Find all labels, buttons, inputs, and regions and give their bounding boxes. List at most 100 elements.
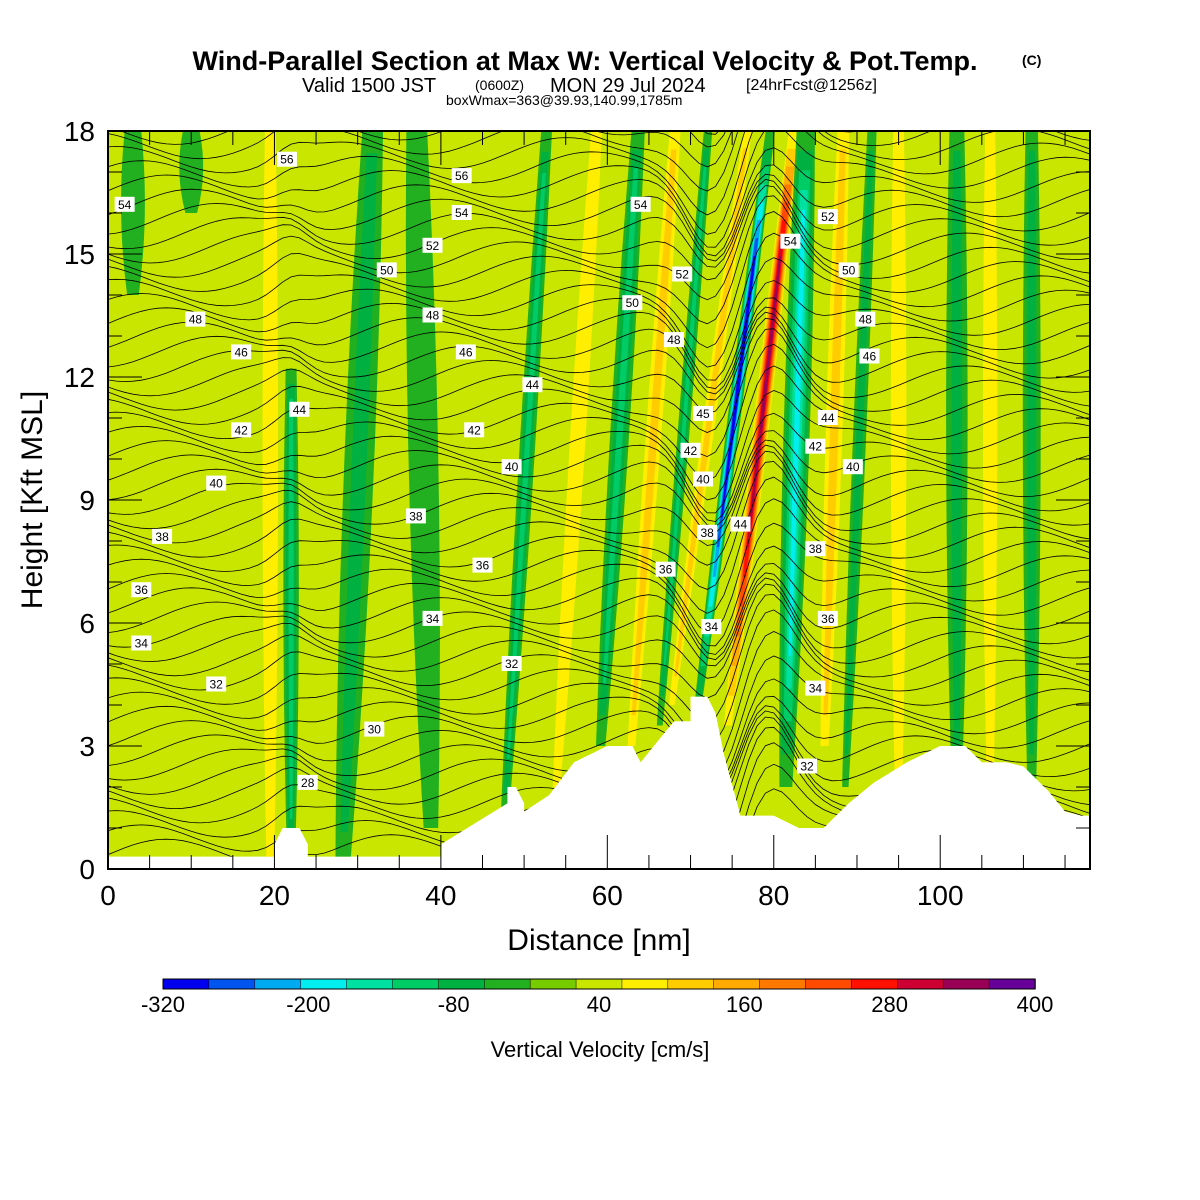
contour-label: 36 (472, 557, 493, 573)
contour-label: 48 (855, 311, 876, 327)
theta-contour (108, 185, 1090, 301)
theta-contour (108, 444, 1090, 546)
plot-area: 56 56 54 54 54 54 52 52 52 50 50 50 48 48 48 48 46 46 46 44… (108, 131, 1090, 869)
contour-label: 50 (622, 295, 643, 311)
colorbar-swatch (529, 978, 577, 990)
contour-label: 38 (805, 541, 826, 557)
x-axis-label: Distance [nm] (507, 924, 690, 957)
contour-label-text: 34 (705, 620, 719, 634)
w-level-patch (1027, 150, 1037, 755)
contour-label-text: 44 (734, 518, 748, 532)
theta-contour (108, 131, 1090, 235)
contour-label: 40 (693, 471, 714, 487)
colorbar-swatch (759, 978, 807, 990)
contour-label-text: 54 (455, 206, 469, 220)
contour-label-text: 42 (467, 423, 481, 437)
chart-title-group: Wind-Parallel Section at Max W: Vertical… (193, 46, 1042, 76)
contour-label: 45 (693, 405, 714, 421)
theta-contour (108, 609, 1090, 747)
theta-contour (108, 365, 1090, 501)
contour-label: 54 (114, 196, 135, 212)
contour-label-text: 42 (684, 444, 698, 458)
theta-contour (108, 131, 1090, 216)
contour-label: 46 (455, 344, 476, 360)
contour-label: 32 (501, 656, 522, 671)
contour-label: 54 (451, 205, 472, 220)
w-level-patch (890, 131, 907, 787)
theta-contour (108, 577, 1090, 679)
contour-label: 44 (730, 516, 751, 532)
contour-label: 34 (805, 680, 826, 696)
contour-label-text: 36 (821, 612, 835, 626)
colorbar-swatch (162, 978, 210, 990)
contour-label: 48 (422, 307, 443, 323)
contour-label: 44 (289, 401, 310, 417)
theta-contour (108, 450, 1090, 566)
chart-title: Wind-Parallel Section at Max W: Vertical… (193, 46, 978, 76)
x-tick-label: 60 (592, 880, 623, 911)
x-tick-label: 20 (259, 880, 290, 911)
contour-label-text: 46 (863, 350, 877, 364)
contour-label-text: 36 (135, 583, 149, 597)
colorbar-tick-label: 160 (726, 992, 763, 1017)
contour-label: 44 (522, 377, 543, 393)
contour-labels: 56 56 54 54 54 54 52 52 52 50 50 50 48 48 48 48 46 46 46 44… (114, 151, 880, 790)
w-band (842, 131, 877, 787)
x-axis-ticks: 0 20 40 60 80 100 (100, 131, 1066, 911)
theta-contour (108, 593, 1090, 723)
colorbar-swatch (988, 978, 1036, 990)
colorbar-swatch (438, 978, 486, 990)
copyright-mark: (C) (1022, 52, 1041, 68)
contour-label: 38 (405, 508, 426, 524)
contour-label: 36 (655, 561, 676, 577)
contour-label-text: 30 (368, 723, 382, 737)
contour-label: 52 (422, 237, 443, 253)
potential-temperature-contours (108, 131, 1090, 869)
w-band (283, 368, 299, 857)
contour-label: 36 (131, 582, 152, 598)
contour-label: 34 (701, 619, 722, 635)
colorbar-frame (162, 978, 1036, 990)
y-tick-label: 18 (64, 116, 95, 147)
contour-label: 52 (817, 209, 838, 225)
w-level-patch (823, 149, 846, 716)
theta-contour (108, 131, 1090, 192)
contour-label: 42 (231, 422, 252, 438)
y-tick-label: 3 (79, 731, 95, 762)
theta-contour (108, 211, 1090, 349)
w-band (405, 131, 440, 828)
contour-label: 56 (451, 168, 472, 184)
colorbar-tick-labels: -320 -200 -80 40 160 280 400 (141, 992, 1053, 1017)
contour-label-text: 54 (784, 235, 798, 249)
colorbar-tick-label: 40 (587, 992, 611, 1017)
colorbar-swatch (484, 978, 531, 990)
contour-label-text: 54 (634, 198, 648, 212)
contour-label-text: 50 (626, 296, 640, 310)
colorbar-swatch (254, 978, 302, 990)
theta-contour (108, 232, 1090, 368)
theta-contour (108, 412, 1090, 523)
contour-label-text: 28 (301, 776, 315, 790)
colorbar-swatch (897, 978, 944, 990)
w-level-patch (724, 273, 754, 488)
colorbar-tick-label: -320 (141, 992, 185, 1017)
colorbar-swatch (300, 978, 348, 990)
w-level-patch (951, 150, 963, 755)
contour-label: 52 (672, 266, 693, 282)
theta-contour (108, 390, 1090, 514)
theta-contour (108, 257, 1090, 381)
theta-contour (108, 173, 1090, 268)
theta-contour (108, 631, 1090, 767)
contour-label-text: 44 (526, 378, 540, 392)
contour-label-text: 38 (155, 530, 169, 544)
contour-label: 42 (680, 442, 701, 458)
valid-date: MON 29 Jul 2024 (550, 75, 706, 97)
contour-label-text: 40 (210, 477, 224, 491)
theta-contour (108, 328, 1090, 458)
contour-label-text: 50 (380, 263, 394, 277)
colorbar-swatch (851, 978, 899, 990)
colorbar-label: Vertical Velocity [cm/s] (491, 1037, 710, 1062)
contour-label-text: 52 (426, 239, 440, 253)
y-tick-label: 0 (79, 854, 95, 885)
vertical-velocity-shading (121, 131, 1041, 857)
